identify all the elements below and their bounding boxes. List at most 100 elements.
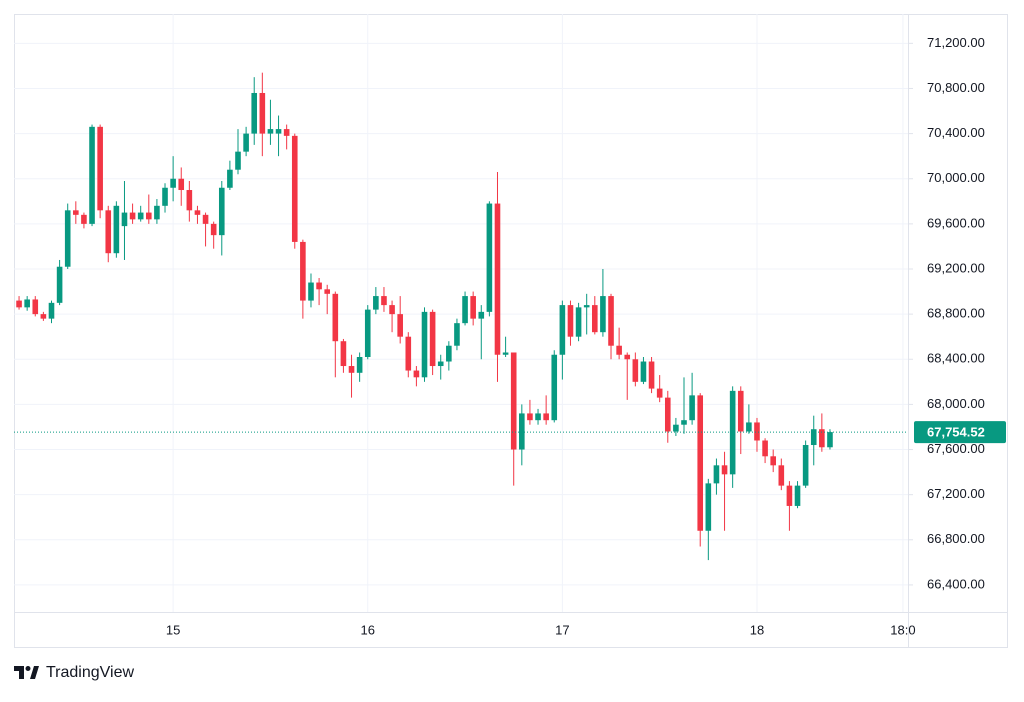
candle-body — [121, 212, 128, 227]
candle-body — [470, 296, 476, 319]
y-tick-label: 68,400.00 — [927, 351, 985, 366]
candle-body — [746, 422, 752, 432]
y-tick-label: 71,200.00 — [927, 35, 985, 50]
candle-body — [397, 314, 403, 337]
candle-body — [259, 92, 266, 134]
candle-body — [73, 210, 79, 215]
candle-body — [48, 302, 55, 319]
y-tick-label: 70,400.00 — [927, 125, 985, 140]
candle-body — [510, 352, 517, 450]
x-tick-label: 15 — [166, 622, 180, 637]
candle-body — [210, 223, 217, 236]
candle-body — [178, 178, 185, 191]
candle-body — [527, 413, 533, 421]
candle-body — [364, 309, 371, 358]
candle-body — [16, 300, 22, 308]
candle-body — [137, 212, 144, 220]
candle-body — [705, 483, 712, 531]
candle-body — [300, 241, 306, 301]
candle-body — [32, 299, 39, 315]
candle-body — [332, 293, 339, 342]
candle-body — [673, 424, 679, 432]
candle-body — [356, 357, 363, 373]
candle-body — [251, 92, 258, 134]
candle-body — [559, 305, 566, 355]
candle-body — [105, 210, 112, 254]
x-tick-label: 18:0 — [890, 622, 915, 637]
candle-body — [97, 126, 103, 211]
candle-body — [689, 395, 695, 421]
candle-body — [429, 311, 436, 367]
candle-body — [113, 205, 120, 254]
candle-body — [64, 210, 71, 267]
candle-body — [494, 203, 501, 355]
y-tick-label: 67,600.00 — [927, 441, 985, 456]
candle-body — [624, 354, 631, 360]
candle-body — [227, 169, 233, 188]
candle-body — [194, 210, 201, 215]
y-tick-label: 70,000.00 — [927, 170, 985, 185]
candle-body — [632, 359, 639, 382]
candle-body — [437, 361, 444, 367]
y-tick-label: 67,200.00 — [927, 486, 985, 501]
candle-body — [754, 422, 760, 441]
candle-body — [810, 429, 817, 446]
candle-body — [413, 370, 420, 378]
candle-body — [592, 305, 598, 333]
candle-body — [186, 190, 193, 211]
candle-body — [405, 336, 412, 371]
y-tick-label: 69,600.00 — [927, 215, 985, 230]
candle-body — [600, 296, 606, 333]
candle-body — [713, 465, 720, 484]
price-label: 67,754.52 — [927, 425, 985, 440]
candle-body — [202, 214, 209, 224]
candle-body — [819, 429, 825, 448]
candle-body — [421, 311, 428, 378]
candle-body — [697, 395, 704, 531]
candle-body — [543, 413, 549, 421]
candle-body — [608, 296, 614, 346]
y-tick-label: 68,800.00 — [927, 306, 985, 321]
candle-body — [454, 323, 460, 346]
candle-body — [786, 485, 793, 506]
candle-body — [770, 456, 776, 466]
candle-body — [316, 282, 322, 290]
brand-logo — [14, 666, 39, 679]
candle-body — [89, 126, 95, 224]
candle-body — [762, 440, 768, 457]
candle-body — [535, 413, 541, 421]
y-tick-label: 69,200.00 — [927, 260, 985, 275]
candle-body — [348, 366, 355, 373]
candle-body — [389, 305, 395, 315]
candle-body — [218, 187, 225, 236]
candle-body — [56, 266, 63, 303]
candle-body — [146, 212, 152, 220]
candle-body — [486, 203, 493, 312]
candle-body — [519, 413, 525, 450]
candle-body — [478, 311, 485, 319]
x-tick-label: 16 — [361, 622, 375, 637]
candle-body — [291, 135, 298, 242]
candle-body — [802, 445, 809, 486]
candle-body — [308, 282, 314, 301]
candle-body — [794, 485, 801, 506]
candle-body — [283, 129, 290, 136]
candle-body — [373, 296, 379, 310]
candle-body — [656, 388, 663, 398]
y-tick-label: 68,000.00 — [927, 396, 985, 411]
candle-body — [778, 465, 785, 486]
y-tick-label: 66,800.00 — [927, 531, 985, 546]
candle-body — [462, 296, 468, 324]
candle-body — [340, 341, 347, 367]
candle-body — [567, 305, 574, 337]
candle-body — [243, 133, 249, 152]
candle-body — [575, 307, 582, 337]
candle-body — [324, 289, 330, 294]
grid — [14, 14, 908, 612]
candle-body — [154, 205, 160, 220]
candle-body — [275, 129, 282, 134]
y-tick-label: 66,400.00 — [927, 576, 985, 591]
frame — [14, 14, 1008, 648]
candle-body — [162, 187, 168, 206]
